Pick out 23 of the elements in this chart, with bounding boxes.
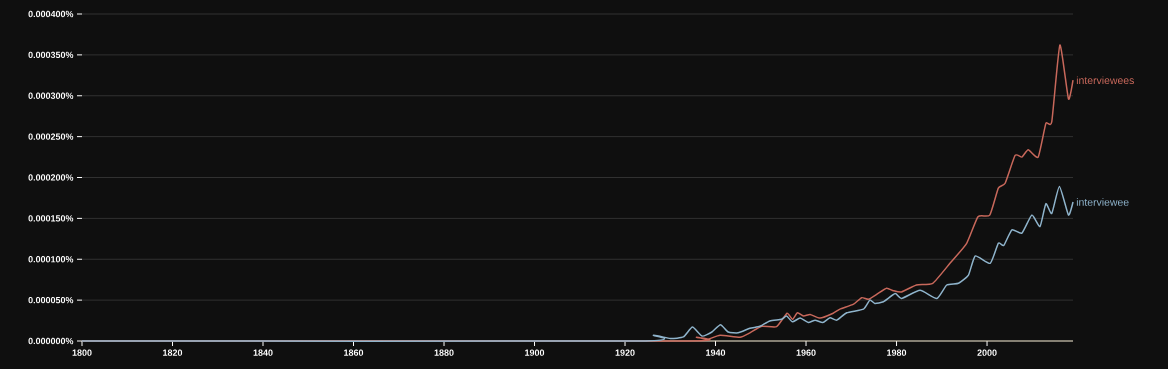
x-tick-label: 1880 bbox=[434, 349, 454, 356]
x-tick-label: 2000 bbox=[977, 349, 997, 356]
x-tick-label: 1960 bbox=[796, 349, 816, 356]
x-tick-label: 1900 bbox=[525, 349, 545, 356]
x-tick-label: 1920 bbox=[615, 349, 635, 356]
y-tick-label: 0.000150% bbox=[28, 215, 74, 222]
y-tick-label: 0.000250% bbox=[28, 133, 74, 140]
x-tick-label: 1840 bbox=[253, 349, 273, 356]
series-label: interviewee bbox=[1076, 198, 1129, 206]
y-tick-label: 0.000000% bbox=[28, 337, 74, 345]
y-tick-label: 0.000350% bbox=[28, 51, 74, 59]
series-label: interviewees bbox=[1076, 76, 1134, 85]
x-tick-label: 1800 bbox=[72, 349, 92, 356]
x-tick-label: 1940 bbox=[706, 349, 726, 356]
y-tick-label: 0.000400% bbox=[28, 10, 74, 18]
line-series bbox=[81, 185, 1074, 342]
y-tick-label: 0.000200% bbox=[28, 174, 74, 181]
y-tick-label: 0.000300% bbox=[28, 92, 74, 99]
x-tick-label: 1820 bbox=[163, 349, 183, 356]
x-tick-label: 1980 bbox=[887, 349, 907, 356]
y-tick-label: 0.000050% bbox=[28, 296, 74, 304]
y-tick-label: 0.000100% bbox=[28, 256, 74, 263]
x-tick-label: 1860 bbox=[344, 349, 364, 356]
